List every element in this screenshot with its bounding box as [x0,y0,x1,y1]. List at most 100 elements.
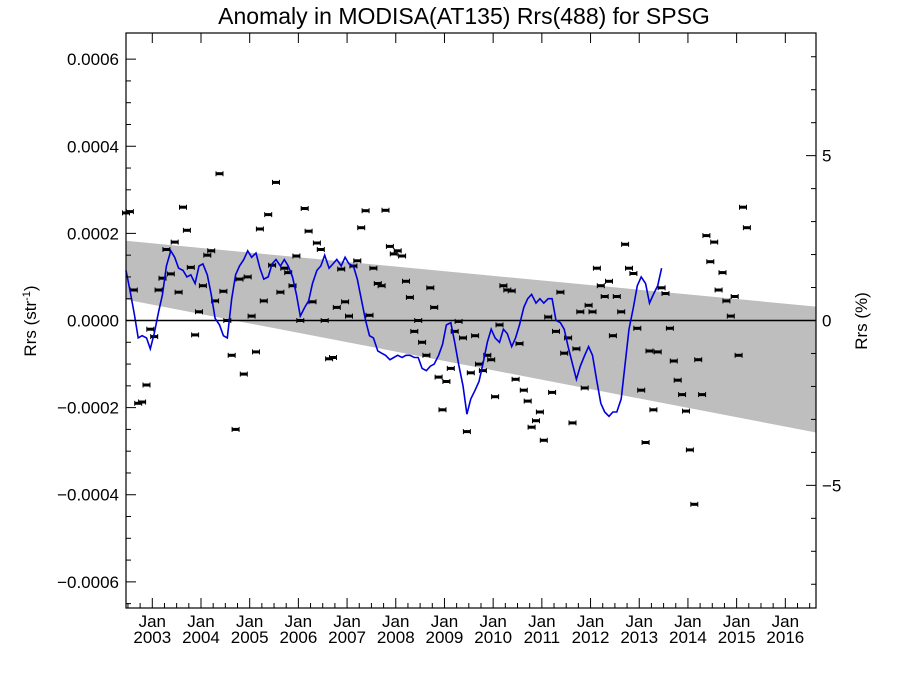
data-point [519,387,528,393]
data-point [661,291,670,296]
x-tick-month-label: Jan [772,612,799,631]
x-tick-month-label: Jan [382,612,409,631]
data-point [515,341,524,347]
data-point [426,285,435,291]
data-point [146,326,155,332]
data-point [377,283,386,289]
data-point [231,426,240,432]
data-point [556,289,565,295]
data-point [191,332,200,338]
data-point [572,346,581,352]
x-tick-year-label: 2004 [182,628,220,647]
data-point [734,352,743,358]
data-point [438,407,447,413]
x-tick-month-label: Jan [139,612,166,631]
x-tick-month-label: Jan [674,612,701,631]
data-point [405,294,414,300]
data-point [714,287,723,293]
data-point [588,309,597,315]
data-point [702,233,711,239]
data-point [532,418,540,424]
data-point [682,408,690,414]
data-point [576,309,585,315]
x-tick-year-label: 2003 [133,628,171,647]
data-point [142,382,151,388]
data-point [385,243,394,249]
data-point [657,285,666,291]
data-point [710,239,719,245]
data-point [418,339,427,345]
data-point [357,225,366,231]
data-point [617,309,626,315]
data-point [706,259,715,265]
data-point [369,265,378,271]
y-tick-label: −0.0006 [57,573,119,592]
x-tick-month-label: Jan [187,612,214,631]
data-point [345,313,353,319]
data-point [560,350,569,356]
data-point [625,265,633,271]
data-point [596,283,605,289]
data-point [434,374,443,380]
y-axis-label: Rrs (str-1) [21,285,40,356]
y-tick-label: 0.0004 [67,137,119,156]
y-axis-label-superscript: -1 [21,291,33,301]
data-point [584,302,593,308]
data-point [276,289,285,295]
monthly-anomaly-line [125,248,663,418]
data-point [312,240,321,246]
data-point [722,298,731,304]
x-tick-month-label: Jan [528,612,555,631]
data-point [182,227,191,233]
x-tick-month-label: Jan [333,612,360,631]
data-point [166,271,175,277]
trend-band-layer [126,240,816,433]
data-point [685,447,694,453]
data-point [316,247,325,252]
x-tick-month-label: Jan [577,612,604,631]
data-point [398,253,407,259]
data-point [612,294,621,299]
data-point [272,179,280,185]
data-point [718,270,727,276]
data-point [252,349,260,355]
data-point [158,275,167,281]
y2-tick-label: 5 [822,147,831,166]
data-point [174,289,183,295]
data-point [422,352,431,358]
data-point [365,312,374,318]
data-point [186,264,195,270]
y-tick-label: 0.0002 [67,224,119,243]
y-axis-label-main: Rrs (str [21,301,40,357]
x-tick-year-label: 2014 [669,628,707,647]
data-point [462,429,471,435]
data-point [605,278,613,284]
x-tick-month-label: Jan [285,612,312,631]
data-point [255,226,264,232]
data-point [223,318,232,323]
data-point [138,399,147,405]
data-point [739,204,747,210]
data-point [487,357,496,363]
data-point [219,288,228,294]
data-point [341,299,350,305]
data-point [207,248,216,254]
data-point [539,437,548,443]
x-tick-year-label: 2016 [766,628,804,647]
data-point [641,440,650,445]
data-point [198,283,207,289]
data-point [454,318,463,324]
data-point [653,349,662,355]
data-point [608,333,617,339]
y-tick-label: 0.0000 [67,312,119,331]
data-point [730,294,739,299]
x-tick-month-label: Jan [431,612,458,631]
data-point [649,407,658,413]
data-point [179,204,187,210]
data-point [332,304,341,310]
data-point [523,398,532,404]
data-point [544,314,553,320]
x-tick-month-label: Jan [723,612,750,631]
data-point [402,278,410,284]
